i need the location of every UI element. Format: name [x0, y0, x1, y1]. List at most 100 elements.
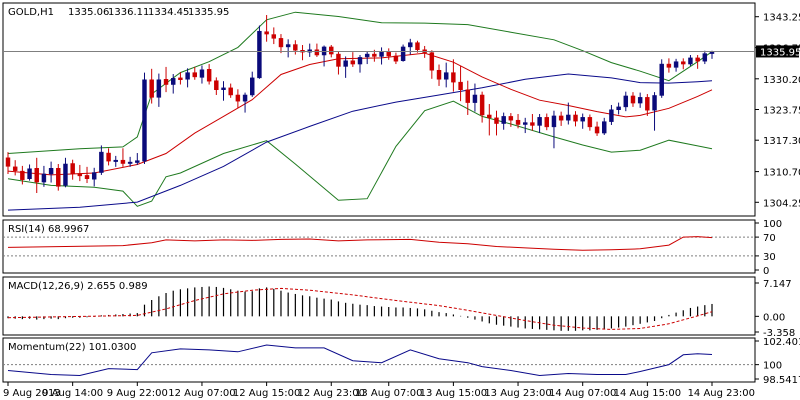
candle	[12, 160, 18, 176]
price-tick-label: 1343.25	[763, 13, 800, 24]
price-tick-label: 1323.75	[763, 106, 800, 117]
candle	[41, 165, 47, 187]
candle	[558, 111, 564, 126]
rsi-tick-label: 100	[763, 219, 782, 230]
candle	[702, 50, 708, 65]
rsi-tick-label: 30	[763, 252, 776, 263]
macd-tick-label: 0.00	[763, 312, 785, 323]
candles	[5, 15, 715, 194]
candle	[221, 81, 226, 101]
candle	[501, 112, 506, 130]
candle	[178, 72, 183, 85]
candle	[99, 145, 104, 175]
candle	[235, 89, 241, 109]
rsi-line	[7, 236, 713, 251]
time-tick-label: 9 Aug 2013	[3, 388, 61, 399]
candle	[5, 152, 11, 174]
time-tick-label: 12 Aug 23:00	[298, 388, 365, 399]
candle	[63, 157, 68, 188]
candle	[386, 48, 391, 60]
candle	[602, 117, 607, 135]
candle	[278, 34, 284, 54]
candle	[91, 167, 97, 187]
macd-series	[7, 286, 713, 331]
momentum-pane[interactable]: Momentum(22) 101.0300 102.4013 100 98.5417	[2, 337, 800, 386]
candle	[458, 65, 463, 102]
candle	[264, 15, 269, 42]
candle	[415, 40, 420, 53]
candle	[429, 50, 435, 79]
candle	[285, 39, 291, 58]
candle	[293, 40, 298, 55]
candle	[451, 59, 456, 92]
candle	[106, 148, 111, 166]
candle	[566, 102, 571, 125]
candle	[20, 165, 25, 185]
candle	[84, 166, 90, 184]
candle	[127, 156, 133, 167]
candle	[343, 56, 348, 78]
candle	[120, 148, 126, 167]
time-tick-label: 12 Aug 07:00	[168, 388, 235, 399]
candle	[609, 104, 614, 125]
candle	[479, 91, 485, 123]
momentum-title: Momentum(22) 101.0300	[8, 342, 136, 353]
current-price-tag: 1335.95	[756, 45, 800, 58]
candle	[522, 117, 528, 134]
price-tick-label: 1317.30	[763, 136, 800, 147]
slow-moving-average-line	[7, 73, 713, 211]
momentum-tick-label: 100	[763, 361, 782, 372]
candle	[56, 163, 61, 191]
time-tick-label: 14 Aug 23:00	[688, 388, 755, 399]
candle	[228, 83, 233, 98]
rsi-tick-label: 70	[763, 233, 776, 244]
candle	[364, 51, 370, 65]
candle	[393, 52, 399, 65]
candle	[70, 159, 75, 180]
momentum-series	[3, 344, 755, 377]
chart-title: GOLD,H1	[8, 7, 54, 18]
candle	[551, 110, 557, 149]
candle	[135, 153, 140, 165]
candle	[350, 52, 356, 67]
rsi-pane[interactable]: RSI(14) 68.9967 100 70 30 0	[2, 219, 782, 277]
candle	[443, 62, 449, 88]
candle	[580, 113, 585, 129]
time-tick-label: 13 Aug 23:00	[484, 388, 551, 399]
candle	[379, 47, 384, 65]
time-tick-label: 12 Aug 15:00	[233, 388, 300, 399]
candle	[616, 102, 621, 115]
rsi-title: RSI(14) 68.9967	[8, 224, 89, 235]
candle	[537, 114, 542, 134]
macd-pane[interactable]: MACD(12,26,9) 2.655 0.989 7.147 0.00 -3.35…	[2, 276, 795, 339]
time-tick-label: 9 Aug 14:00	[42, 388, 103, 399]
candle	[206, 64, 212, 85]
candle	[623, 91, 629, 112]
candle	[666, 58, 672, 73]
candle	[77, 164, 83, 182]
candle	[400, 44, 406, 62]
candle	[250, 71, 255, 97]
candle	[314, 43, 320, 57]
candle	[573, 111, 578, 127]
candle	[494, 110, 499, 136]
rsi-tick-label: 0	[763, 266, 769, 277]
candle	[487, 104, 492, 136]
macd-title: MACD(12,26,9) 2.655 0.989	[8, 281, 148, 292]
candle	[465, 80, 470, 115]
momentum-tick-label: 98.5417	[763, 375, 800, 386]
candle	[472, 83, 478, 112]
candle	[587, 114, 593, 131]
candle	[34, 157, 39, 194]
ohlc-value: 1336.11	[108, 7, 149, 18]
candle	[508, 113, 514, 127]
candle	[257, 25, 262, 79]
time-tick-label: 13 Aug 07:00	[355, 388, 422, 399]
price-tick-label: 1310.70	[763, 168, 800, 179]
momentum-line	[7, 344, 713, 377]
bollinger-lower-line	[7, 100, 713, 207]
candle	[156, 73, 162, 107]
ohlc-value: 1335.95	[188, 7, 229, 18]
